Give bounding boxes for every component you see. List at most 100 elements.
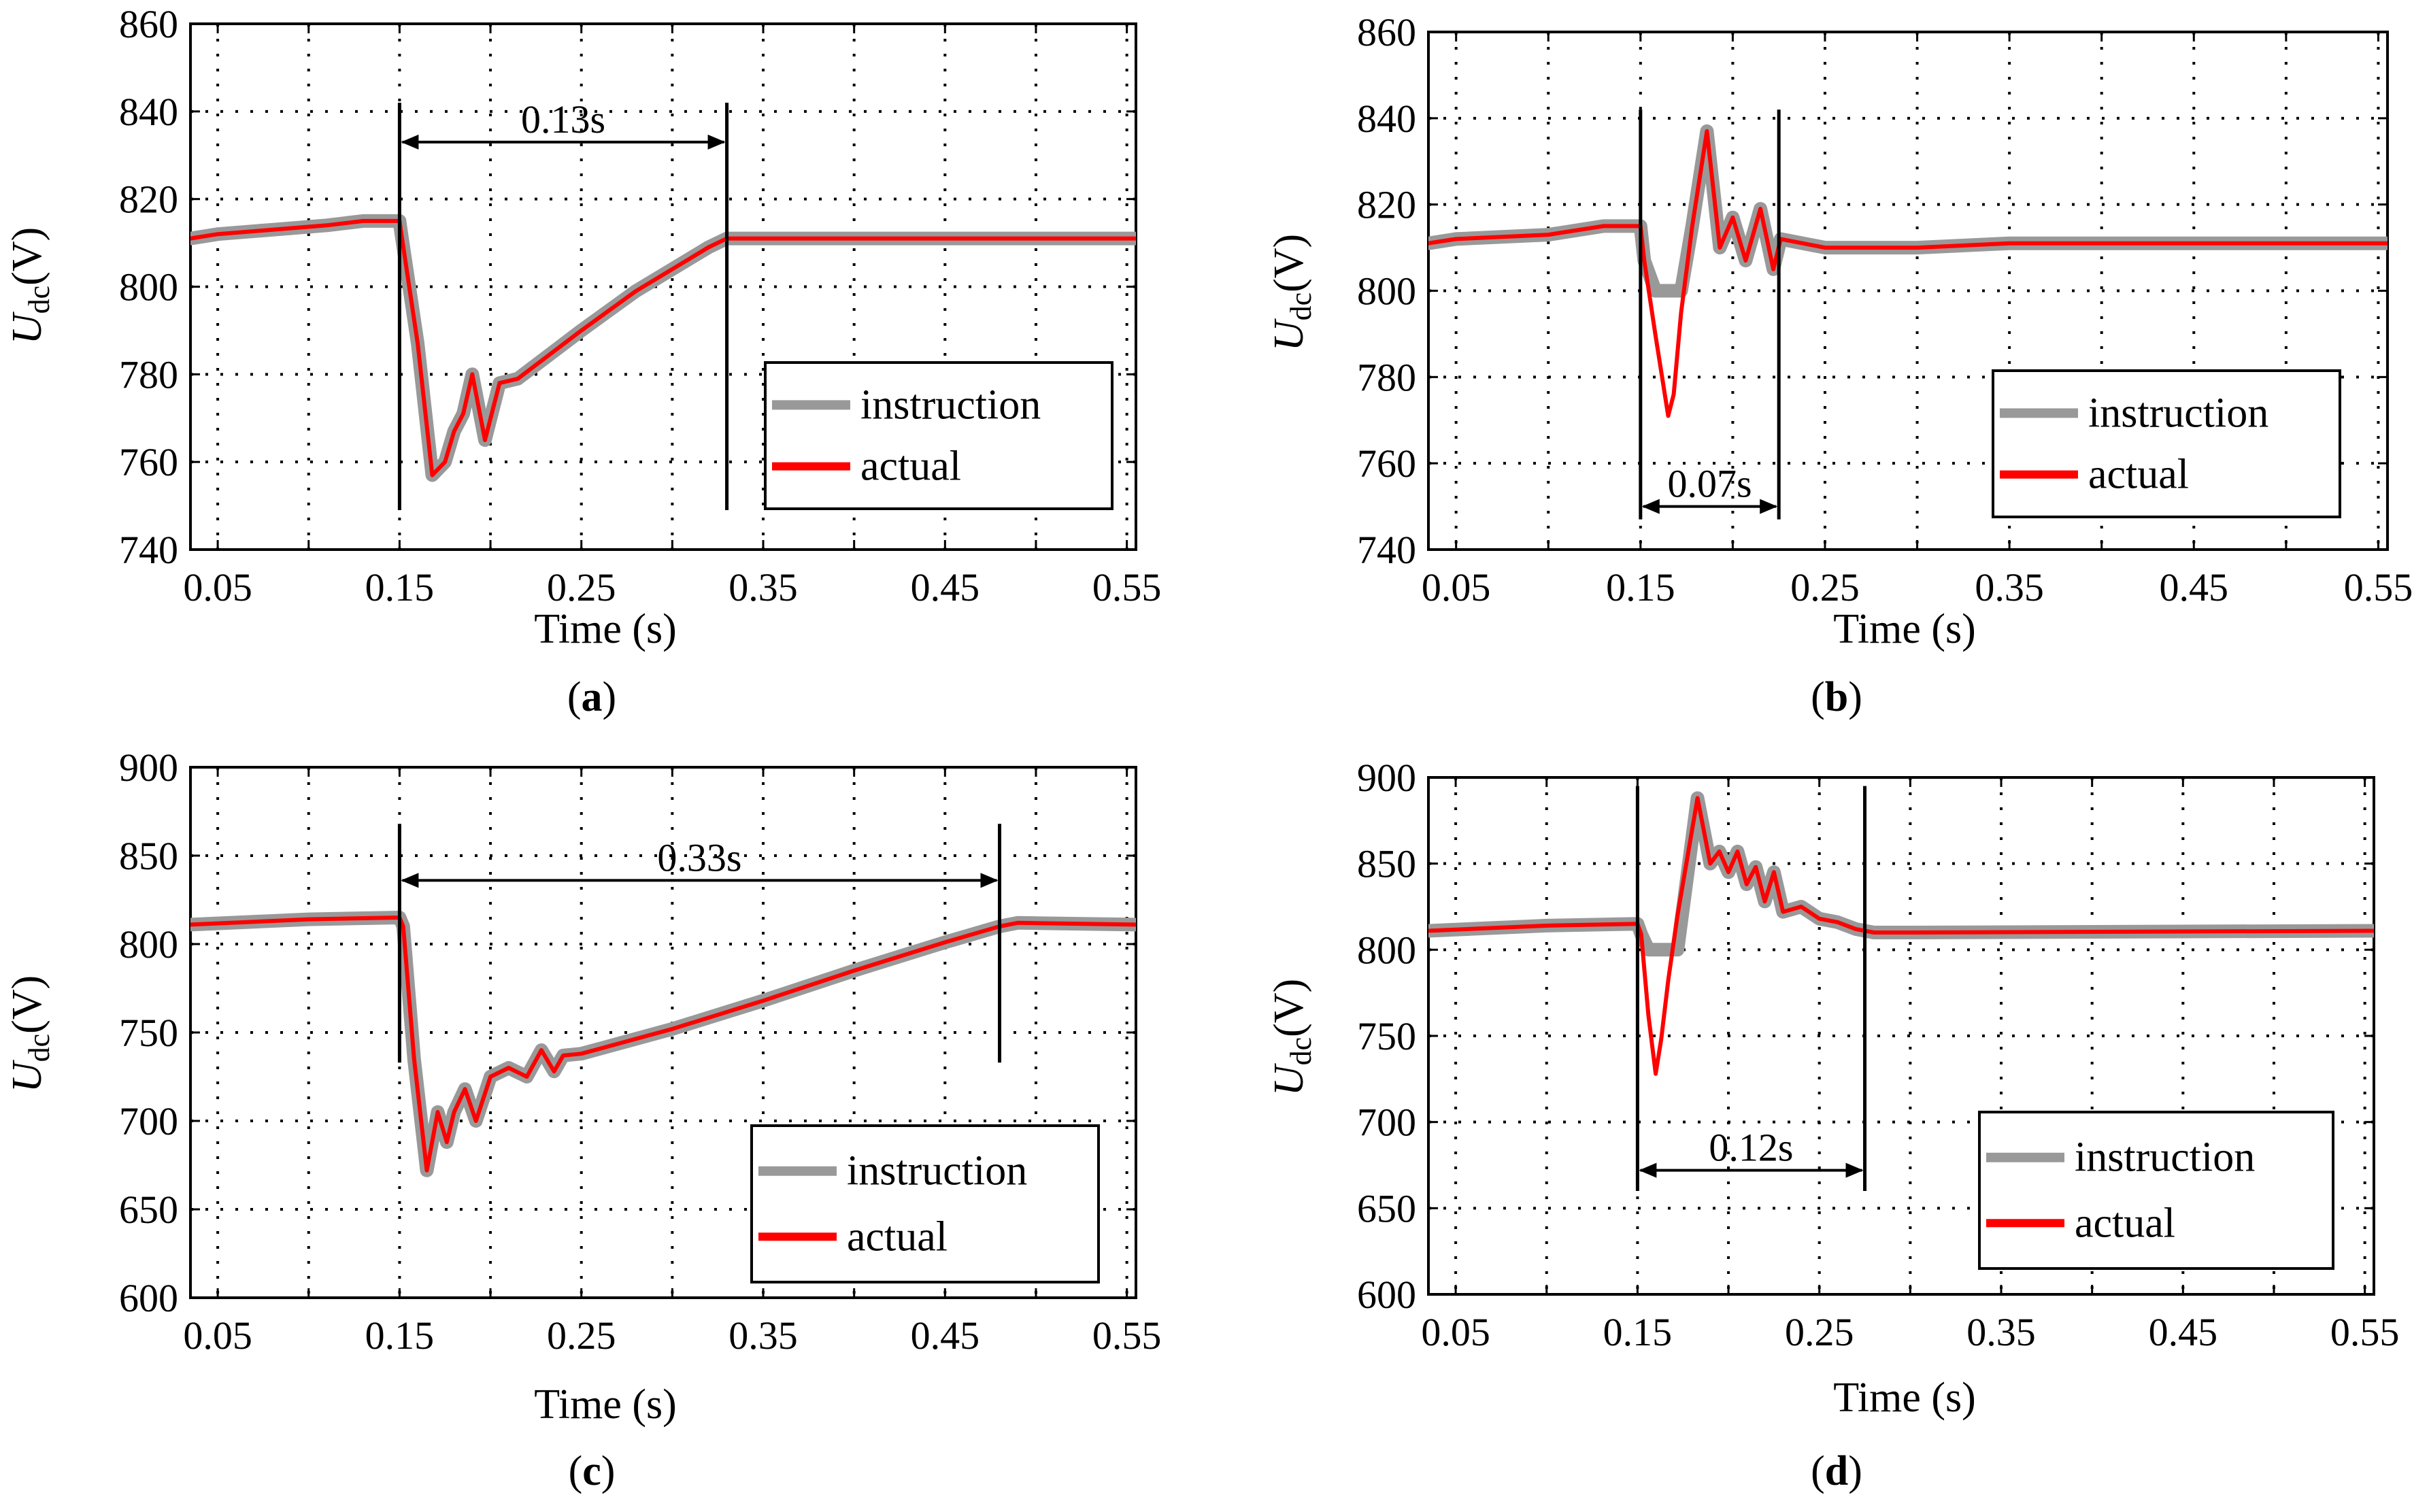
x-tick-label: 0.45 [2160,565,2229,609]
y-tick-label: 780 [1357,355,1416,399]
panel-caption: (b) [1811,674,1862,720]
x-tick-label: 0.05 [183,1313,252,1358]
y-axis-subscript: dc [1284,292,1318,321]
y-tick-label: 850 [119,834,178,878]
caption-paren-open: ( [569,1448,583,1494]
legend: instruction actual [1992,369,2341,518]
x-tick-label: 0.55 [1092,565,1162,609]
panel-caption: (c) [569,1448,616,1494]
y-axis-symbol: U [1266,1062,1312,1096]
y-axis-unit: (V) [1266,979,1312,1037]
arrow-head-right [1760,499,1778,514]
annotation: 0.07s [1639,110,1781,520]
y-axis-unit: (V) [1266,234,1312,292]
y-tick-label: 600 [119,1276,178,1320]
x-tick-label: 0.55 [2344,565,2412,609]
y-tick-label: 760 [119,440,178,484]
y-tick-label: 800 [119,265,178,309]
x-tick-label: 0.15 [365,565,435,609]
y-tick-label: 750 [1357,1014,1416,1058]
x-tick-label: 0.35 [728,565,798,609]
y-axis-symbol: U [4,311,50,344]
y-tick-label: 820 [119,178,178,222]
legend-label-instruction: instruction [2088,390,2268,436]
y-axis-symbol: U [4,1059,50,1092]
x-axis-title: Time (s) [1833,1375,1976,1421]
y-axis-title: Udc(V) [4,227,56,344]
annotation: 0.13s [397,97,729,511]
legend-box [1978,1111,2334,1270]
x-tick-label: 0.45 [911,1313,980,1358]
y-tick-label: 860 [119,2,178,46]
y-tick-label: 800 [1357,928,1416,972]
duration-label: 0.13s [521,97,605,141]
legend: instruction actual [750,1124,1100,1283]
duration-label: 0.07s [1667,462,1752,506]
x-tick-label: 0.45 [911,565,980,609]
y-tick-label: 700 [1357,1101,1416,1145]
y-tick-label: 800 [1357,269,1416,314]
series-line-actual [1428,796,2374,1076]
legend: instruction actual [1978,1111,2334,1270]
y-tick-label: 780 [119,352,178,397]
y-tick-label: 840 [1357,97,1416,141]
legend-label-actual: actual [860,443,961,490]
y-axis-subscript: dc [22,286,56,314]
y-tick-label: 740 [119,528,178,572]
grid [1428,32,2388,550]
legend-label-instruction: instruction [847,1148,1027,1194]
arrow-head-left [1641,499,1660,514]
series-line-instruction [1428,124,2388,298]
caption-paren-open: ( [567,674,582,720]
y-tick-label: 800 [119,922,178,967]
y-tick-label: 820 [1357,183,1416,227]
y-tick-label: 840 [119,90,178,134]
x-tick-label: 0.25 [547,1313,616,1358]
series-group [190,214,1136,482]
x-tick-label: 0.15 [1606,565,1675,609]
arrow-head-left [401,873,419,888]
y-axis-subscript: dc [1284,1037,1318,1066]
caption-paren-close: ) [603,674,617,720]
y-tick-label: 900 [119,745,178,790]
panel-d: 0.05 0.15 0.25 0.35 0.45 0.55 600 650 700 750 800 8… [1266,756,2399,1494]
y-tick-label: 700 [119,1099,178,1143]
annotation: 0.33s [397,824,1002,1063]
x-tick-label: 0.05 [1421,1310,1490,1354]
caption-letter: c [582,1448,601,1494]
y-axis-unit: (V) [4,227,50,286]
duration-label: 0.33s [657,835,741,879]
caption-letter: a [582,674,603,720]
panel-b: 0.05 0.15 0.25 0.35 0.45 0.55 740 760 780 800 820 8… [1266,10,2412,720]
annotation: 0.12s [1635,786,1867,1191]
y-tick-label: 750 [119,1011,178,1055]
series-line-actual [190,218,1136,477]
y-tick-label: 650 [1357,1186,1416,1230]
x-tick-label: 0.05 [183,565,252,609]
arrow-head-right [707,134,726,150]
y-tick-label: 650 [119,1188,178,1232]
panel-c: 0.05 0.15 0.25 0.35 0.45 0.55 600 650 700 750 800 8… [4,745,1161,1494]
x-tick-label: 0.25 [1790,565,1860,609]
y-axis-subscript: dc [22,1034,56,1062]
y-tick-label: 760 [1357,441,1416,486]
panel-a: 0.05 0.15 0.25 0.35 0.45 0.55 740 760 780 800 820 8… [4,2,1161,720]
y-axis-title: Udc(V) [1266,234,1318,351]
x-tick-label: 0.35 [728,1313,798,1358]
panel-caption: (a) [567,674,616,720]
y-axis-title: Udc(V) [4,975,56,1092]
x-tick-label: 0.55 [2330,1310,2400,1354]
y-tick-label: 740 [1357,528,1416,572]
panel-caption: (d) [1811,1448,1862,1494]
caption-letter: b [1825,674,1848,720]
y-axis-unit: (V) [4,975,50,1034]
x-tick-label: 0.25 [547,565,616,609]
x-tick-label: 0.35 [1975,565,2044,609]
series-group [1428,791,2374,1076]
legend-box [764,361,1113,510]
arrow-head-right [1845,1162,1864,1178]
x-tick-label: 0.25 [1785,1310,1854,1354]
caption-paren-close: ) [1848,1448,1862,1494]
caption-letter: d [1825,1448,1848,1494]
